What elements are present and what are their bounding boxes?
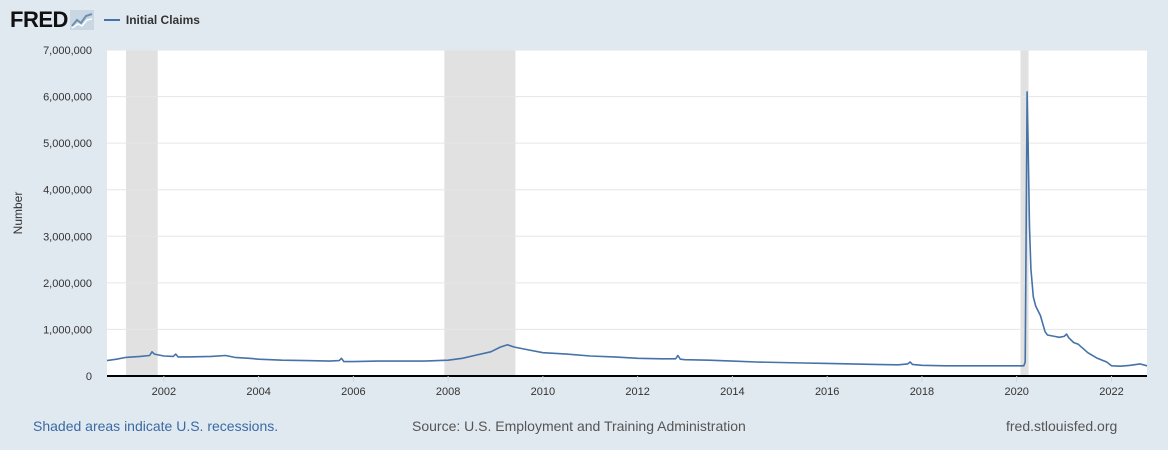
recession-band [1020,50,1029,376]
x-tick-label: 2010 [531,386,555,398]
fred-logo-graph-icon [69,10,94,30]
x-tick-label: 2008 [436,386,460,398]
recession-band [125,50,158,376]
x-axis: 2002 2004 2006 2008 2010 2012 2014 2016 2018 2020… [107,375,1147,398]
site-link[interactable]: fred.stlouisfed.org [1006,418,1118,434]
x-tick-label: 2022 [1099,386,1123,398]
legend-swatch [103,19,120,21]
x-tick-label: 2006 [341,386,365,398]
recessions-note: Shaded areas indicate U.S. recessions. [33,418,279,434]
legend-label: Initial Claims [125,13,200,27]
x-tick-label: 2012 [625,386,649,398]
fred-logo[interactable]: FRED [10,7,68,32]
legend[interactable]: Initial Claims [103,13,200,27]
y-tick-label: 1,000,000 [43,324,92,336]
x-tick-label: 2020 [1004,386,1028,398]
y-axis-label: Number [11,192,25,235]
y-tick-label: 3,000,000 [43,231,92,243]
y-tick-label: 6,000,000 [43,92,92,104]
chart-header: FRED Initial Claims [10,8,200,32]
y-tick-label: 4,000,000 [43,185,92,197]
x-tick-label: 2018 [910,386,934,398]
recession-bands [125,50,1029,376]
plot-area [107,50,1147,376]
recession-band [444,50,516,376]
x-tick-label: 2016 [815,386,839,398]
x-tick-label: 2004 [246,386,270,398]
y-tick-label: 0 [86,371,92,383]
series-line-initial-claims[interactable] [106,91,1148,368]
x-tick-label: 2014 [720,386,744,398]
y-tick-label: 7,000,000 [43,45,92,57]
source-note: Source: U.S. Employment and Training Adm… [412,418,746,434]
x-tick-label: 2002 [152,386,176,398]
series-layer [106,91,1148,368]
gridlines [107,49,1147,330]
y-axis: 0 1,000,000 2,000,000 3,000,000 4,000,000 5,0… [43,45,92,383]
y-tick-label: 2,000,000 [43,278,92,290]
y-tick-label: 5,000,000 [43,138,92,150]
